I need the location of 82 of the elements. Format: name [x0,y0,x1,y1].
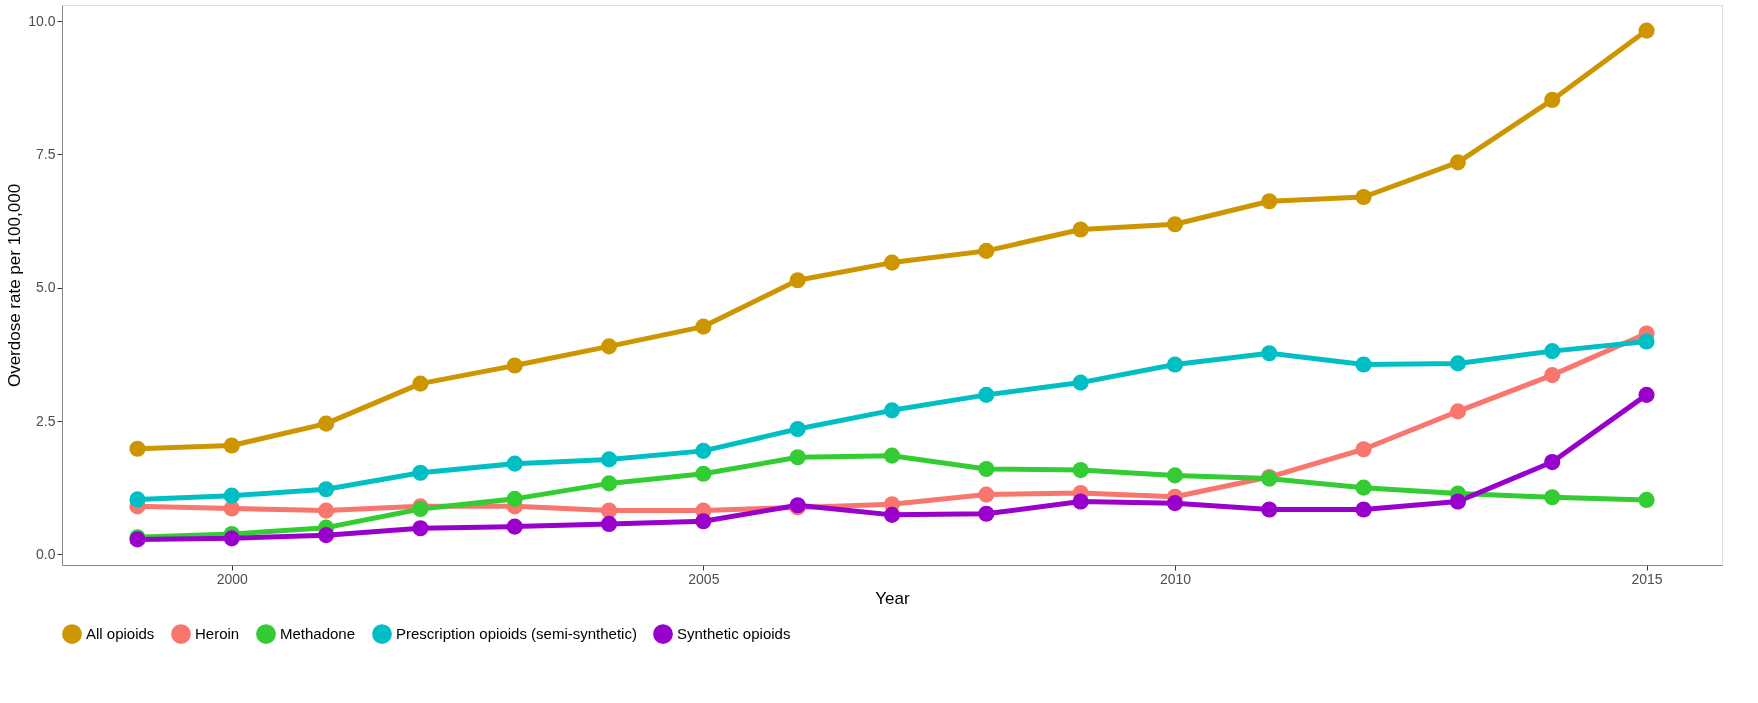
point [978,460,995,478]
point [223,487,240,504]
legend-label: All opioids [86,625,155,643]
legend-label: Synthetic opioids [677,625,791,643]
legend-label: Methadone [280,625,356,643]
point [883,254,901,271]
point [789,449,806,466]
point [1638,491,1655,508]
point [1544,343,1561,360]
point [883,506,901,523]
x-axis-title: Year [875,588,911,608]
y-tick-label: 7.5 [36,145,56,162]
point [1449,493,1466,510]
point [1355,441,1372,458]
point [695,513,712,530]
point [600,338,618,355]
point [600,475,618,492]
x-tick-label: 2010 [1159,570,1192,587]
y-tick-label: 10.0 [28,12,56,29]
point [1638,333,1655,350]
point [506,518,523,535]
point [883,447,901,464]
point [883,402,901,419]
point [1355,188,1372,206]
point [1261,193,1278,210]
point [978,386,995,403]
point [318,527,335,544]
x-tick-label: 2005 [688,570,720,587]
point [1544,489,1561,506]
point [1072,221,1089,238]
point [1166,216,1184,233]
point [600,502,618,519]
x-tick-label: 2015 [1631,570,1663,587]
point [695,318,712,335]
point [789,272,806,289]
point [600,451,618,468]
point [978,505,995,522]
point [1449,355,1466,372]
point [318,502,335,519]
point [1544,91,1561,108]
point [506,357,523,374]
point [1166,467,1184,484]
point [1355,501,1372,518]
point [1544,454,1561,471]
point [1261,501,1278,518]
point [695,442,712,459]
point [412,520,429,537]
point [789,420,806,438]
point [129,491,146,508]
point [1638,386,1655,403]
point [695,465,712,482]
point [1544,367,1561,384]
point [1355,479,1372,496]
point [412,464,429,481]
point [978,242,995,259]
point [1072,493,1089,510]
point [318,481,335,498]
point [1449,403,1466,420]
point [1449,154,1466,171]
y-tick-label: 5.0 [36,279,56,296]
point [1072,374,1089,391]
point [1166,356,1184,373]
point [318,415,335,432]
y-tick-label: 2.5 [36,412,56,429]
y-axis-title: Overdose rate per 100,000 [5,183,25,388]
legend-label: Prescription opioids (semi-synthetic) [396,625,637,643]
x-tick-label: 2000 [216,570,249,587]
point [506,455,523,472]
point [129,440,146,457]
point [412,375,429,392]
point [1166,495,1184,512]
point [600,515,618,532]
point [506,490,523,507]
point [1261,345,1278,362]
legend-label: Heroin [195,625,240,643]
point [978,486,995,503]
point [1355,356,1372,373]
point [1072,462,1089,479]
point [223,437,240,454]
y-tick-label: 0.0 [36,545,56,562]
point [1638,22,1655,39]
point [223,530,240,547]
